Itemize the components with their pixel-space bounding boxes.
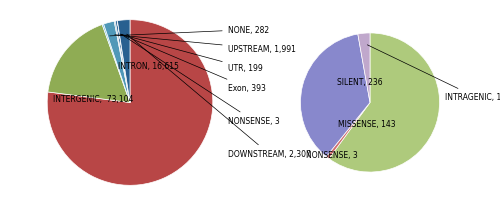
- Text: MISSENSE, 143: MISSENSE, 143: [338, 119, 396, 128]
- Text: INTRON, 16,615: INTRON, 16,615: [118, 61, 178, 70]
- Wedge shape: [118, 22, 130, 103]
- Text: SILENT, 236: SILENT, 236: [337, 78, 382, 87]
- Text: INTRAGENIC, 11: INTRAGENIC, 11: [368, 46, 500, 102]
- Wedge shape: [329, 34, 440, 172]
- Text: Exon, 393: Exon, 393: [121, 35, 266, 93]
- Wedge shape: [116, 22, 130, 103]
- Text: DOWNSTREAM, 2,307: DOWNSTREAM, 2,307: [127, 35, 310, 159]
- Text: UPSTREAM, 1,991: UPSTREAM, 1,991: [115, 36, 296, 54]
- Wedge shape: [47, 21, 213, 185]
- Text: NONSENSE, 3: NONSENSE, 3: [122, 35, 280, 126]
- Text: UTR, 199: UTR, 199: [120, 35, 262, 73]
- Wedge shape: [104, 22, 130, 103]
- Text: INTERGENIC,  73,104: INTERGENIC, 73,104: [52, 94, 133, 103]
- Wedge shape: [326, 103, 370, 159]
- Text: NONSENSE, 3: NONSENSE, 3: [306, 150, 358, 159]
- Wedge shape: [114, 22, 130, 103]
- Wedge shape: [300, 35, 370, 157]
- Wedge shape: [118, 21, 130, 103]
- Wedge shape: [102, 25, 130, 103]
- Text: NONE, 282: NONE, 282: [110, 26, 269, 37]
- Wedge shape: [358, 34, 370, 103]
- Wedge shape: [48, 25, 130, 103]
